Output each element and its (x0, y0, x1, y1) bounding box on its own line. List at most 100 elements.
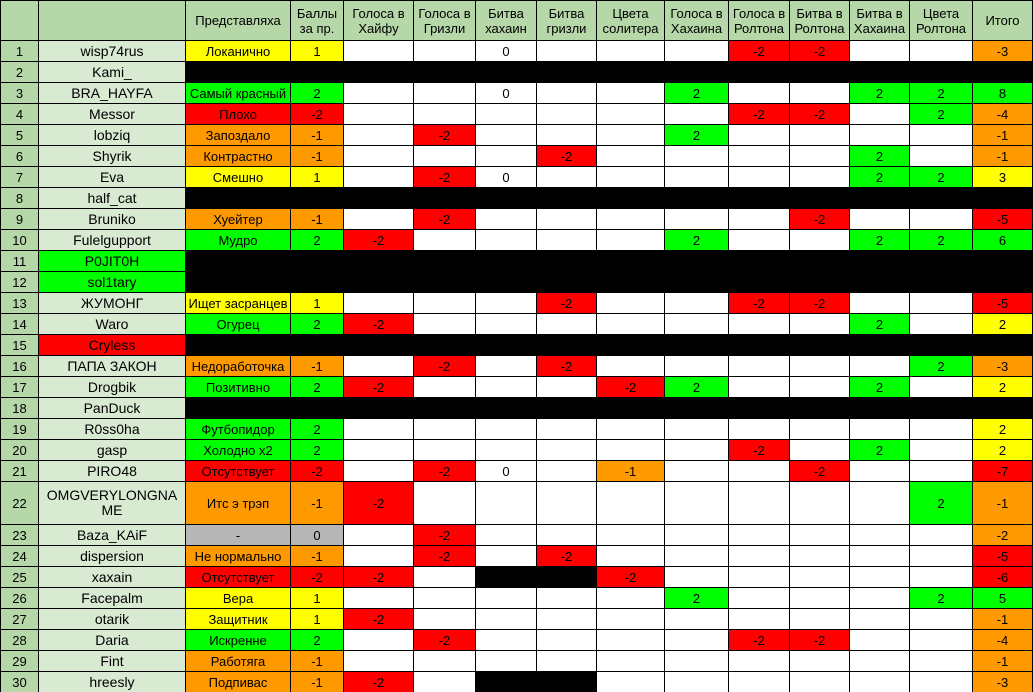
score-cell[interactable]: -1 (290, 650, 344, 672)
value-cell[interactable] (536, 524, 597, 546)
value-cell[interactable] (413, 650, 476, 672)
score-cell[interactable]: 0 (290, 524, 344, 546)
row-number-cell[interactable]: 30 (0, 671, 39, 692)
column-header-5[interactable]: Голоса в Гризли (413, 0, 476, 41)
score-cell[interactable]: -2 (290, 103, 344, 125)
value-cell[interactable] (789, 418, 850, 440)
value-cell[interactable] (789, 545, 850, 567)
player-name-cell[interactable]: PIRO48 (38, 460, 186, 482)
player-name-cell[interactable]: Shyrik (38, 145, 186, 167)
value-cell[interactable] (664, 166, 729, 188)
value-cell[interactable] (536, 460, 597, 482)
player-name-cell[interactable]: Fulelgupport (38, 229, 186, 251)
value-cell[interactable] (536, 103, 597, 125)
value-cell[interactable]: -2 (728, 629, 790, 651)
value-cell[interactable]: -2 (413, 208, 476, 230)
value-cell[interactable] (475, 481, 537, 525)
value-cell[interactable]: -2 (413, 524, 476, 546)
value-cell[interactable] (664, 40, 729, 62)
value-cell[interactable] (909, 524, 973, 546)
value-cell[interactable] (413, 671, 476, 692)
value-cell[interactable] (909, 608, 973, 630)
value-cell[interactable] (596, 355, 665, 377)
score-cell[interactable]: 1 (290, 40, 344, 62)
value-cell[interactable] (475, 650, 537, 672)
value-cell[interactable] (475, 545, 537, 567)
player-name-cell[interactable]: lobziq (38, 124, 186, 146)
value-cell[interactable] (536, 82, 597, 104)
value-cell[interactable] (664, 418, 729, 440)
value-cell[interactable] (728, 650, 790, 672)
value-cell[interactable] (664, 524, 729, 546)
value-cell[interactable]: 2 (664, 229, 729, 251)
value-cell[interactable]: 0 (475, 82, 537, 104)
value-cell[interactable] (413, 103, 476, 125)
value-cell[interactable]: 2 (909, 587, 973, 609)
value-cell[interactable]: -2 (789, 629, 850, 651)
prediction-cell[interactable]: - (185, 524, 291, 546)
value-cell[interactable] (849, 208, 910, 230)
value-cell[interactable] (413, 418, 476, 440)
value-cell[interactable]: -2 (728, 439, 790, 461)
value-cell[interactable] (909, 40, 973, 62)
value-cell[interactable] (789, 650, 850, 672)
value-cell[interactable] (664, 545, 729, 567)
row-number-cell[interactable]: 15 (0, 334, 39, 356)
value-cell[interactable] (596, 166, 665, 188)
value-cell[interactable] (849, 418, 910, 440)
prediction-cell[interactable]: Защитник (185, 608, 291, 630)
value-cell[interactable] (343, 166, 414, 188)
value-cell[interactable] (596, 145, 665, 167)
value-cell[interactable] (536, 671, 597, 692)
value-cell[interactable] (596, 671, 665, 692)
value-cell[interactable] (536, 229, 597, 251)
row-number-cell[interactable]: 29 (0, 650, 39, 672)
row-number-cell[interactable]: 17 (0, 376, 39, 398)
row-number-cell[interactable]: 28 (0, 629, 39, 651)
value-cell[interactable]: 2 (849, 229, 910, 251)
prediction-cell[interactable]: Ищет засранцев (185, 292, 291, 314)
total-cell[interactable]: -4 (972, 629, 1033, 651)
value-cell[interactable]: -2 (596, 566, 665, 588)
total-cell[interactable]: -3 (972, 671, 1033, 692)
value-cell[interactable] (728, 671, 790, 692)
value-cell[interactable] (536, 566, 597, 588)
value-cell[interactable] (596, 418, 665, 440)
value-cell[interactable] (343, 208, 414, 230)
column-header-13[interactable]: Цвета Ролтона (909, 0, 973, 41)
value-cell[interactable]: 2 (909, 481, 973, 525)
total-cell[interactable]: -6 (972, 566, 1033, 588)
black-bar[interactable] (185, 271, 1033, 293)
row-number-cell[interactable]: 11 (0, 250, 39, 272)
value-cell[interactable] (596, 524, 665, 546)
value-cell[interactable]: -2 (343, 671, 414, 692)
value-cell[interactable] (664, 460, 729, 482)
value-cell[interactable]: -2 (413, 629, 476, 651)
value-cell[interactable] (596, 292, 665, 314)
total-cell[interactable]: -1 (972, 650, 1033, 672)
value-cell[interactable]: -2 (728, 40, 790, 62)
value-cell[interactable]: -2 (413, 166, 476, 188)
value-cell[interactable]: 2 (664, 82, 729, 104)
prediction-cell[interactable]: Недоработочка (185, 355, 291, 377)
value-cell[interactable]: 2 (849, 439, 910, 461)
value-cell[interactable] (536, 166, 597, 188)
player-name-cell[interactable]: otarik (38, 608, 186, 630)
row-number-cell[interactable]: 23 (0, 524, 39, 546)
value-cell[interactable] (343, 545, 414, 567)
total-cell[interactable]: 6 (972, 229, 1033, 251)
value-cell[interactable] (664, 481, 729, 525)
prediction-cell[interactable]: Запоздало (185, 124, 291, 146)
total-cell[interactable]: 3 (972, 166, 1033, 188)
total-cell[interactable]: -1 (972, 124, 1033, 146)
row-number-cell[interactable]: 18 (0, 397, 39, 419)
value-cell[interactable] (789, 355, 850, 377)
score-cell[interactable]: -2 (290, 460, 344, 482)
value-cell[interactable]: 2 (664, 587, 729, 609)
value-cell[interactable] (728, 208, 790, 230)
value-cell[interactable] (664, 629, 729, 651)
value-cell[interactable] (789, 587, 850, 609)
value-cell[interactable] (475, 313, 537, 335)
value-cell[interactable]: -2 (343, 566, 414, 588)
value-cell[interactable] (728, 545, 790, 567)
